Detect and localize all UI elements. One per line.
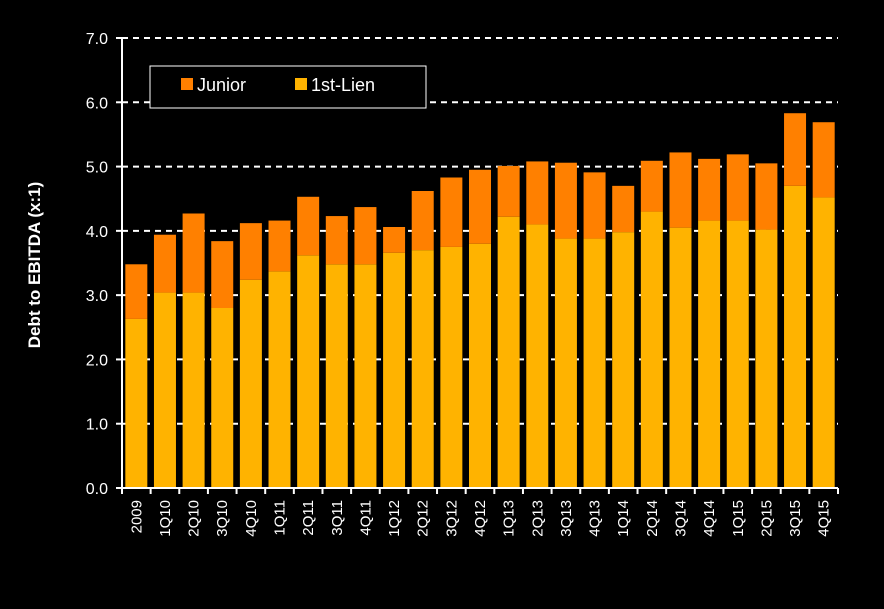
bar-1st-lien xyxy=(125,318,148,488)
x-tick-label: 2Q13 xyxy=(529,500,546,537)
y-tick-label: 1.0 xyxy=(86,417,108,434)
bar-junior xyxy=(411,191,434,251)
bar-1st-lien xyxy=(297,255,320,488)
y-tick-label: 3.0 xyxy=(86,288,108,305)
bar-1st-lien xyxy=(239,279,262,488)
bar-junior xyxy=(354,207,377,265)
x-tick-label: 3Q12 xyxy=(443,500,460,537)
y-tick-label: 0.0 xyxy=(86,481,108,498)
x-tick-label: 3Q11 xyxy=(329,500,346,536)
bar-junior xyxy=(239,223,262,280)
bar-1st-lien xyxy=(583,238,606,488)
y-tick-label: 6.0 xyxy=(86,95,108,112)
axes xyxy=(116,37,839,494)
legend-label-junior: Junior xyxy=(197,75,246,95)
bar-junior xyxy=(526,161,549,225)
bar-1st-lien xyxy=(354,264,377,488)
bar-1st-lien xyxy=(755,229,778,489)
x-tick-label: 1Q15 xyxy=(730,500,747,537)
bar-1st-lien xyxy=(497,216,520,488)
bar-junior xyxy=(469,169,491,244)
bar-1st-lien xyxy=(440,246,463,488)
x-tick-label: 2Q10 xyxy=(186,500,203,537)
bar-1st-lien xyxy=(411,250,434,488)
bar-junior xyxy=(268,220,291,272)
x-tick-label: 1Q13 xyxy=(501,500,518,537)
bar-junior xyxy=(325,216,348,265)
x-tick-label: 3Q13 xyxy=(558,500,575,537)
y-tick-label: 5.0 xyxy=(86,160,108,177)
x-tick-label: 4Q11 xyxy=(357,500,374,536)
y-tick-label: 2.0 xyxy=(86,352,108,369)
x-tick-label: 1Q11 xyxy=(272,500,289,536)
x-tick-labels: 2009 1Q10 2Q10 3Q10 4Q10 1Q11 2Q11 3Q11 4Q11 1Q12… xyxy=(128,500,832,537)
x-tick-label: 3Q14 xyxy=(672,500,689,537)
y-tick-label: 7.0 xyxy=(86,31,108,48)
bar-1st-lien xyxy=(640,211,663,489)
bar-junior xyxy=(640,160,663,212)
bar-1st-lien xyxy=(182,292,205,488)
bar-junior xyxy=(755,163,778,230)
bar-junior xyxy=(784,113,807,186)
legend-box xyxy=(149,65,427,109)
bar-junior xyxy=(125,264,148,319)
bar-junior xyxy=(698,158,721,221)
y-tick-labels: 0.0 1.0 2.0 3.0 4.0 5.0 6.0 7.0 xyxy=(86,31,108,498)
bar-1st-lien xyxy=(698,220,721,489)
legend-swatch-1st-lien xyxy=(295,78,307,90)
bar-1st-lien xyxy=(153,292,176,488)
bar-1st-lien xyxy=(669,227,692,488)
bar-1st-lien xyxy=(211,308,234,488)
x-tick-label: 4Q15 xyxy=(816,500,833,537)
bar-1st-lien xyxy=(784,185,807,488)
bar-junior xyxy=(612,185,635,233)
bar-1st-lien xyxy=(612,232,635,488)
bar-junior xyxy=(182,213,205,293)
bar-1st-lien xyxy=(812,197,835,488)
bar-junior xyxy=(812,122,835,198)
x-tick-label: 1Q10 xyxy=(157,500,174,537)
bar-1st-lien xyxy=(469,243,491,488)
bar-junior xyxy=(497,165,520,217)
bar-junior xyxy=(583,172,606,239)
bar-junior xyxy=(211,241,234,308)
bar-junior xyxy=(297,196,320,256)
x-tick-label: 4Q12 xyxy=(472,500,489,537)
x-tick-label: 4Q14 xyxy=(701,500,718,537)
x-tick-label: 4Q10 xyxy=(243,500,260,537)
y-axis-label: Debt to EBITDA (x:1) xyxy=(25,182,44,349)
x-tick-label: 1Q12 xyxy=(386,500,403,537)
bar-1st-lien xyxy=(325,264,348,488)
x-tick-label: 4Q13 xyxy=(587,500,604,537)
legend-label-1st-lien: 1st-Lien xyxy=(311,75,375,95)
bar-1st-lien xyxy=(726,220,749,489)
x-tick-label: 2Q14 xyxy=(644,500,661,537)
bar-junior xyxy=(669,152,692,228)
x-tick-label: 2009 xyxy=(128,500,145,533)
x-tick-label: 3Q10 xyxy=(214,500,231,537)
bar-junior xyxy=(726,154,749,221)
bar-junior xyxy=(554,162,577,239)
legend-swatch-junior xyxy=(181,78,193,90)
bar-1st-lien xyxy=(268,271,291,488)
legend: Junior 1st-Lien xyxy=(149,65,427,109)
bar-junior xyxy=(153,234,176,293)
x-tick-label: 2Q15 xyxy=(758,500,775,537)
bar-1st-lien xyxy=(526,224,549,488)
bar-1st-lien xyxy=(554,238,577,488)
bar-1st-lien xyxy=(383,252,406,488)
x-tick-label: 1Q14 xyxy=(615,500,632,537)
x-tick-label: 2Q12 xyxy=(415,500,432,537)
x-tick-label: 2Q11 xyxy=(300,500,317,536)
bars xyxy=(125,113,835,489)
y-tick-label: 4.0 xyxy=(86,224,108,241)
x-tick-label: 3Q15 xyxy=(787,500,804,537)
bar-junior xyxy=(440,177,463,247)
bar-junior xyxy=(383,227,406,253)
